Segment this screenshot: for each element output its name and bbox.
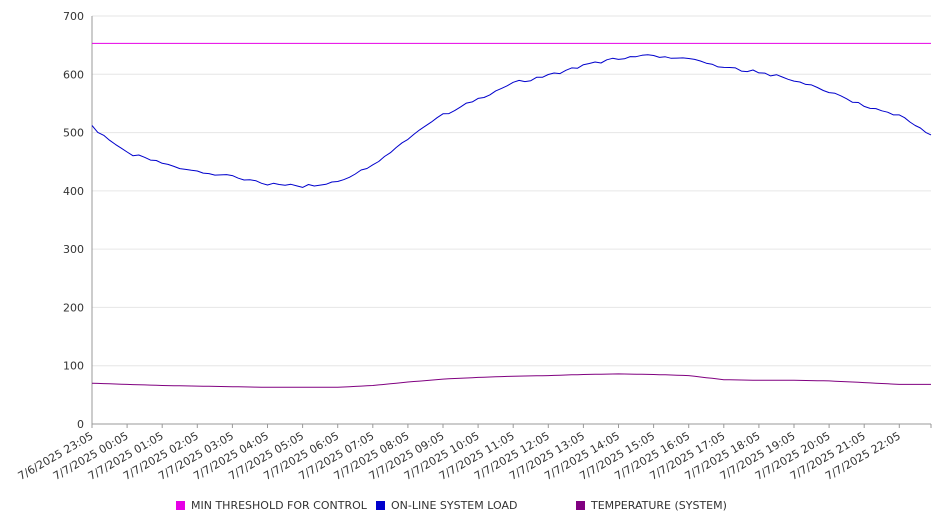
- legend-label-temperature: TEMPERATURE (SYSTEM): [591, 499, 727, 512]
- legend-item-temperature: TEMPERATURE (SYSTEM): [576, 499, 727, 512]
- legend-item-min-threshold: MIN THRESHOLD FOR CONTROL: [176, 499, 367, 512]
- y-tick-label: 600: [63, 68, 84, 81]
- y-tick-label: 400: [63, 185, 84, 198]
- y-tick-label: 200: [63, 301, 84, 314]
- y-tick-label: 300: [63, 243, 84, 256]
- x-axis: 7/6/2025 23:057/7/2025 00:057/7/2025 01:…: [16, 423, 932, 483]
- legend-item-system-load: ON-LINE SYSTEM LOAD: [376, 499, 517, 512]
- legend-label-min-threshold: MIN THRESHOLD FOR CONTROL: [191, 499, 367, 512]
- legend-label-system-load: ON-LINE SYSTEM LOAD: [391, 499, 518, 512]
- series-line-system-load: [91, 54, 932, 188]
- y-tick-label: 500: [63, 127, 84, 140]
- y-tick-label: 100: [63, 360, 84, 373]
- legend-swatch-system-load: [376, 501, 385, 510]
- series-lines: [91, 42, 932, 388]
- legend-swatch-min-threshold: [176, 501, 185, 510]
- y-tick-label: 0: [77, 418, 84, 431]
- series-line-temperature: [91, 373, 931, 388]
- gridlines: [92, 15, 931, 367]
- y-axis: 0 100 200 300 400 500 600 700: [63, 10, 93, 431]
- legend: MIN THRESHOLD FOR CONTROL ON-LINE SYSTEM…: [0, 496, 946, 516]
- legend-swatch-temperature: [576, 501, 585, 510]
- y-tick-label: 700: [63, 10, 84, 23]
